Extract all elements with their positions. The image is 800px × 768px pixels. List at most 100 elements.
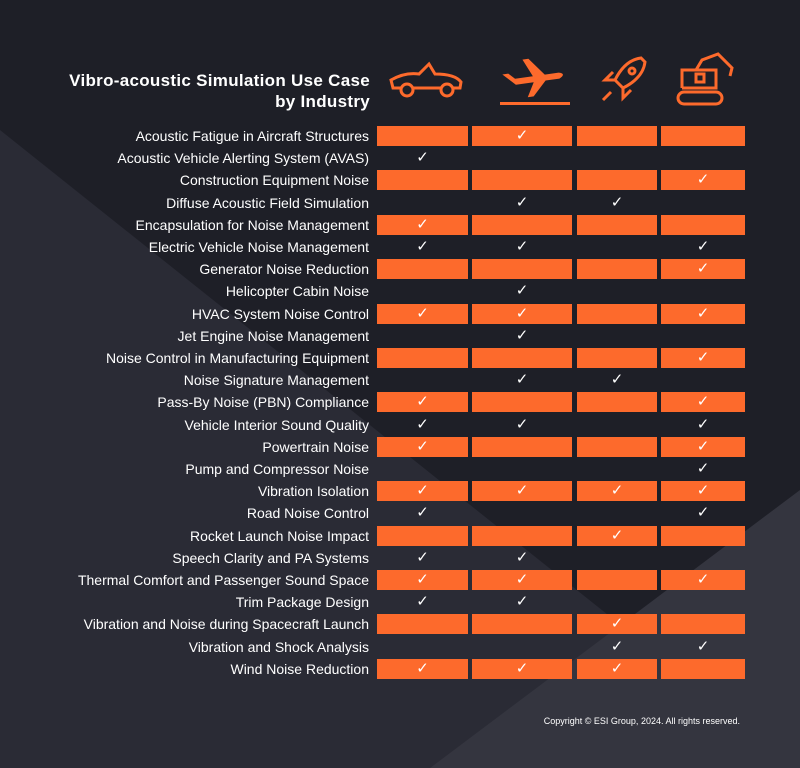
cell (661, 658, 745, 679)
cell: ✓ (577, 525, 657, 546)
cell (377, 170, 468, 191)
cell: ✓ (472, 658, 572, 679)
cell: ✓ (696, 637, 710, 655)
excavator-icon (676, 52, 734, 106)
cell (577, 436, 657, 457)
row-label: Helicopter Cabin Noise (225, 283, 369, 300)
cell: ✓ (661, 259, 745, 280)
cell: ✓ (472, 303, 572, 324)
row-label: Acoustic Fatigue in Aircraft Structures (135, 128, 369, 144)
cell: ✓ (416, 238, 429, 255)
cell: ✓ (377, 436, 468, 457)
cell (472, 259, 572, 280)
row-label: Noise Signature Management (183, 372, 369, 389)
cell (577, 303, 657, 324)
cell: ✓ (661, 436, 745, 457)
cell: ✓ (515, 548, 529, 566)
row-label: Wind Noise Reduction (230, 660, 369, 677)
cell: ✓ (472, 126, 572, 146)
cell (472, 436, 572, 457)
row-label: Acoustic Vehicle Alerting System (AVAS) (117, 150, 369, 167)
car-icon (389, 61, 463, 98)
row-label: Noise Control in Manufacturing Equipment (105, 350, 369, 366)
cell: ✓ (377, 303, 468, 324)
cell: ✓ (416, 504, 429, 522)
row-label: Rocket Launch Noise Impact (190, 527, 369, 544)
cell: ✓ (515, 238, 529, 255)
row-label: Construction Equipment Noise (179, 172, 369, 189)
cell: ✓ (661, 570, 745, 590)
cell: ✓ (661, 481, 745, 502)
cell: ✓ (696, 460, 710, 477)
row-label: Vibration and Noise during Spacecraft La… (83, 616, 369, 633)
cell: ✓ (696, 238, 710, 255)
cell: ✓ (416, 415, 429, 433)
cell: ✓ (515, 326, 529, 344)
row-label: Thermal Comfort and Passenger Sound Spac… (77, 572, 369, 588)
row-label: Speech Clarity and PA Systems (172, 549, 369, 566)
cell (472, 170, 572, 191)
copyright: Copyright © ESI Group, 2024. All rights … (543, 716, 740, 726)
cell: ✓ (610, 637, 624, 655)
title-line: Vibro-acoustic Simulation Use Case (69, 71, 370, 90)
cell (577, 392, 657, 413)
row-label: Trim Package Design (235, 594, 369, 611)
cell: ✓ (661, 348, 745, 368)
cell (377, 348, 468, 368)
cell: ✓ (377, 392, 468, 413)
cell: ✓ (416, 548, 429, 566)
row-label: Encapsulation for Noise Management (135, 216, 369, 233)
row-label: Pump and Compressor Noise (185, 461, 369, 477)
cell (377, 614, 468, 635)
cell (472, 392, 572, 413)
cell (661, 614, 745, 635)
cell (577, 348, 657, 368)
cell (472, 614, 572, 635)
cell: ✓ (377, 481, 468, 502)
cell: ✓ (515, 282, 529, 300)
cell (577, 170, 657, 191)
row-label: Jet Engine Noise Management (177, 327, 369, 344)
cell (377, 259, 468, 280)
row-label: HVAC System Noise Control (191, 305, 369, 322)
cell (577, 570, 657, 590)
row-label: Electric Vehicle Noise Management (148, 239, 369, 255)
cell: ✓ (472, 481, 572, 502)
cell (377, 525, 468, 546)
cell: ✓ (377, 570, 468, 590)
cell (472, 214, 572, 235)
cell: ✓ (472, 570, 572, 590)
cell (377, 126, 468, 146)
cell: ✓ (661, 170, 745, 191)
rocket-icon (601, 56, 647, 102)
cell: ✓ (577, 481, 657, 502)
cell: ✓ (515, 593, 529, 611)
row-label: Vibration Isolation (257, 483, 369, 500)
cell: ✓ (416, 593, 429, 611)
plane-icon (500, 58, 570, 105)
row-label: Vibration and Shock Analysis (188, 638, 369, 655)
cell: ✓ (661, 392, 745, 413)
cell: ✓ (696, 504, 710, 522)
cell (577, 259, 657, 280)
cell (577, 126, 657, 146)
cell (661, 126, 745, 146)
cell: ✓ (515, 415, 529, 433)
row-label: Road Noise Control (246, 505, 369, 522)
cell: ✓ (577, 614, 657, 635)
row-label: Generator Noise Reduction (199, 261, 369, 278)
cell: ✓ (661, 303, 745, 324)
cell: ✓ (610, 371, 624, 389)
cell (472, 525, 572, 546)
title-line: by Industry (275, 92, 370, 111)
cell: ✓ (610, 193, 624, 211)
row-label: Powertrain Noise (262, 438, 369, 455)
cell (577, 214, 657, 235)
cell: ✓ (515, 193, 529, 211)
cell (661, 525, 745, 546)
cell: ✓ (696, 415, 710, 433)
cell (661, 214, 745, 235)
cell: ✓ (416, 149, 429, 167)
row-label: Vehicle Interior Sound Quality (184, 416, 369, 433)
